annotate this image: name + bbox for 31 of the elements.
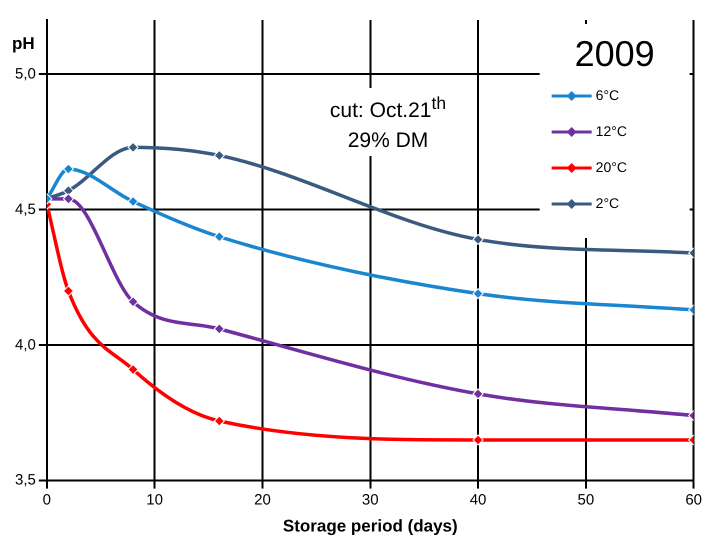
point xyxy=(128,196,139,208)
x-tick-label: 20 xyxy=(254,492,271,509)
annotation: cut: Oct.21$^{th}$ xyxy=(328,92,448,124)
y-tick-label: 3,5 xyxy=(14,472,36,489)
x-tick-label: 40 xyxy=(470,492,486,509)
x-tick-label: 10 xyxy=(146,492,163,509)
y-tick-label: 4,5 xyxy=(14,200,36,218)
point xyxy=(128,364,139,376)
point xyxy=(214,150,225,161)
point xyxy=(214,323,225,334)
y-axis-title: pH xyxy=(12,34,35,54)
legend-title: 2009 xyxy=(574,32,655,74)
point xyxy=(128,296,139,308)
point xyxy=(62,164,74,175)
x-tick-label: 30 xyxy=(362,492,379,509)
annotation: 29% DM xyxy=(346,128,430,154)
x-tick-label: 50 xyxy=(578,492,594,509)
legend-label: 20°C xyxy=(596,158,627,175)
point xyxy=(128,142,139,153)
point xyxy=(214,231,225,242)
legend-label: 2°C xyxy=(596,194,620,211)
y-tick-label: 4,0 xyxy=(14,336,36,354)
point xyxy=(214,415,225,426)
x-tick-label: 0 xyxy=(42,492,52,509)
y-tick-label: 5,0 xyxy=(14,65,36,82)
point xyxy=(62,285,74,296)
x-tick-label: 60 xyxy=(685,492,702,509)
legend-label: 6°C xyxy=(596,86,620,103)
legend-label: 12°C xyxy=(596,122,627,139)
x-axis-title: Storage period (days) xyxy=(282,516,458,536)
point xyxy=(62,193,74,204)
